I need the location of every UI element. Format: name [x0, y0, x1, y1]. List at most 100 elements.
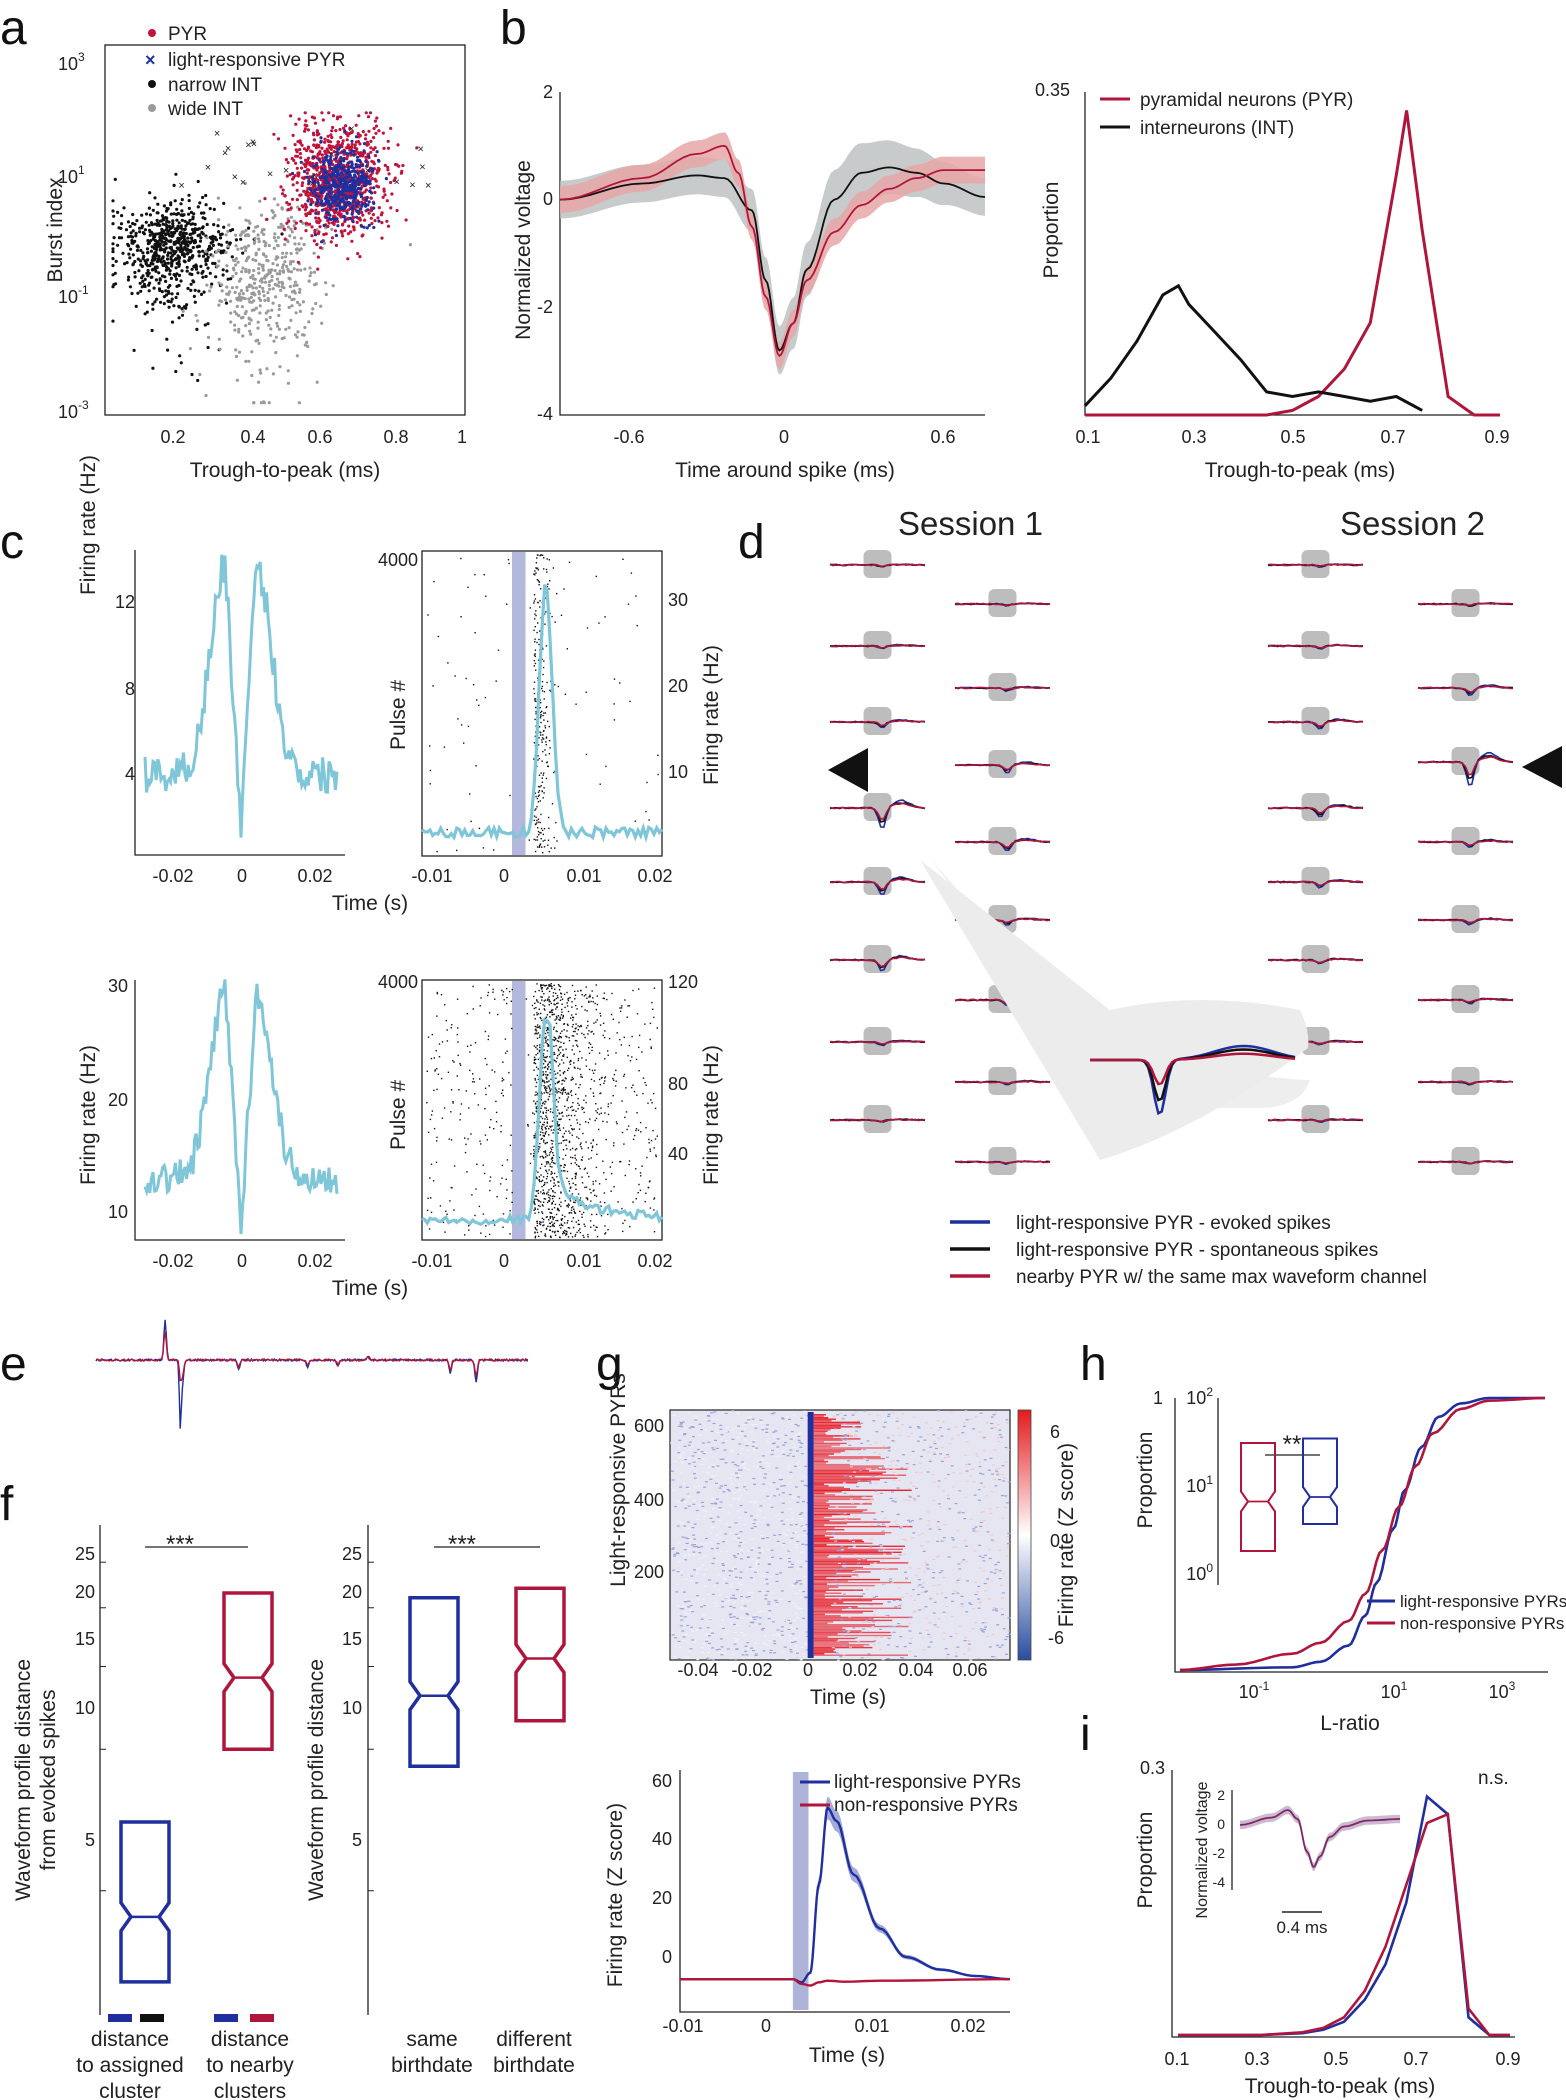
- c-bot-raster-spike: [551, 1203, 553, 1205]
- scatter-point-narrow-int: [225, 240, 229, 244]
- c-bot-raster-spike: [550, 1139, 553, 1142]
- c-bot-raster-spike: [554, 1191, 556, 1194]
- c-bot-raster-spike: [557, 1208, 560, 1210]
- c-bot-raster-spike: [553, 1036, 555, 1038]
- d-legend-spontaneous: light-responsive PYR - spontaneous spike…: [1016, 1240, 1378, 1261]
- c-bot-raster-spike: [631, 1035, 633, 1038]
- c-bot-raster-spike: [563, 1053, 565, 1056]
- g-heatmap-cell: [693, 1486, 697, 1488]
- g-heatmap-cell: [676, 1570, 680, 1572]
- c-bot-raster-spike: [598, 1128, 600, 1131]
- c-bot-raster-light-pulse: [512, 981, 526, 1239]
- scatter-point-light-responsive-pyr: [320, 208, 324, 212]
- f1-ytick-20: 20: [75, 1582, 95, 1602]
- scatter-point-wide-int: [181, 309, 185, 313]
- c-bot-raster-spike: [531, 1004, 534, 1007]
- g-heatmap-cell: [790, 1453, 794, 1455]
- c-top-raster-spike: [545, 611, 547, 613]
- scatter-point-narrow-int: [173, 258, 178, 262]
- scatter-point-wide-int: [252, 229, 256, 233]
- c-top-raster-spike: [538, 643, 540, 646]
- g-heatmap-cell: [759, 1419, 763, 1421]
- c-bot-raster-spike: [450, 1186, 452, 1189]
- scatter-point-light-responsive-pyr: [314, 163, 318, 167]
- c-top-raster-spike: [550, 847, 552, 849]
- scatter-point-wide-int: [276, 203, 280, 207]
- c-bot-raster-spike: [539, 1046, 541, 1049]
- g-heatmap-cell: [717, 1509, 721, 1511]
- c-bot-raster-spike: [500, 1125, 502, 1127]
- scatter-point-pyr: [314, 146, 318, 150]
- c-top-raster-spike: [537, 795, 540, 797]
- c-bot-raster-spike: [631, 1086, 633, 1089]
- scatter-point-wide-int: [198, 372, 202, 377]
- c-top-raster-spike: [460, 616, 462, 618]
- c-bot-raster-spike: [563, 1089, 566, 1091]
- scatter-point-wide-int: [298, 290, 302, 294]
- c-bot-raster-spike: [533, 1155, 535, 1157]
- c-top-raster-spike: [545, 754, 547, 756]
- scatter-point-wide-int: [286, 267, 290, 271]
- c-bot-raster-spike: [444, 1231, 446, 1233]
- c-top-raster-spike: [545, 737, 548, 739]
- g-heatmap-cell: [680, 1426, 684, 1428]
- scatter-point-narrow-int: [163, 250, 167, 254]
- c-bot-raster-spike: [542, 1132, 544, 1134]
- scatter-point-wide-int: [204, 249, 208, 254]
- c-bot-raster-spike: [612, 1095, 614, 1097]
- c-top-raster-spike: [533, 600, 536, 602]
- c-bot-raster-spike: [616, 1032, 618, 1034]
- c-bot-raster-spike: [635, 1198, 637, 1200]
- c-bot-raster-spike: [546, 1121, 548, 1123]
- scatter-point-narrow-int: [214, 275, 218, 279]
- scatter-point-wide-int: [261, 265, 265, 270]
- c-bot-raster-spike: [551, 987, 553, 990]
- scatter-point-wide-int: [247, 297, 251, 301]
- scatter-point-light-responsive-pyr: [372, 186, 376, 190]
- scatter-point-light-responsive-pyr: [375, 150, 379, 154]
- scatter-point-narrow-int: [160, 248, 164, 252]
- g-heatmap-cell: [737, 1425, 741, 1427]
- scatter-point-wide-int: [302, 242, 306, 247]
- b1-ytick-2: 2: [543, 82, 553, 102]
- c-bot-raster-spike: [585, 1065, 588, 1067]
- c-bot-raster-spike: [555, 1018, 558, 1020]
- scatter-point-wide-int: [211, 254, 215, 258]
- c-bot-raster-spike: [545, 1074, 547, 1076]
- c-bot-raster-spike: [566, 1109, 568, 1111]
- scatter-point-wide-int: [274, 335, 278, 339]
- c-bot-raster-spike: [581, 1216, 583, 1218]
- c-bot-raster-spike: [540, 984, 542, 986]
- c-bot-raster-spike: [631, 1056, 633, 1058]
- scatter-point-wide-int: [240, 305, 244, 309]
- g-heatmap-cell: [749, 1618, 753, 1620]
- c-bot-raster-spike: [588, 1047, 590, 1049]
- scatter-point-pyr: [334, 243, 338, 247]
- c-bot-raster-spike: [484, 1030, 487, 1033]
- scatter-point-narrow-int: [149, 275, 153, 279]
- scatter-point-narrow-int: [169, 239, 173, 244]
- scatter-point-pyr: [319, 246, 323, 250]
- scatter-point-wide-int: [324, 292, 328, 297]
- c-bot-raster-spike: [595, 1166, 598, 1169]
- scatter-point-narrow-int: [162, 204, 166, 208]
- c-bot-raster-spike: [540, 1191, 542, 1193]
- c-bot-raster-spike: [579, 1228, 581, 1230]
- scatter-point-pyr: [350, 239, 354, 243]
- c-top-raster-spike: [537, 622, 539, 624]
- c-bot-raster-spike: [536, 1190, 538, 1192]
- c-bot-raster-spike: [648, 1142, 650, 1144]
- scatter-point-narrow-int: [169, 276, 173, 280]
- scatter-point-wide-int: [259, 279, 263, 283]
- scatter-point-wide-int: [281, 269, 286, 273]
- g-heatmap-cell: [700, 1543, 704, 1545]
- scatter-point-wide-int: [234, 354, 239, 359]
- scatter-point-light-responsive-pyr: [342, 159, 346, 163]
- c-bot-raster-spike: [576, 1044, 578, 1046]
- scatter-point-wide-int: [301, 333, 305, 337]
- c-bot-raster-spike: [485, 1225, 487, 1227]
- c-top-raster-spike: [542, 673, 544, 676]
- c-top-raster-spike: [545, 645, 548, 647]
- c-top-raster-spike: [540, 714, 542, 716]
- c-bot-raster-spike: [562, 1079, 564, 1081]
